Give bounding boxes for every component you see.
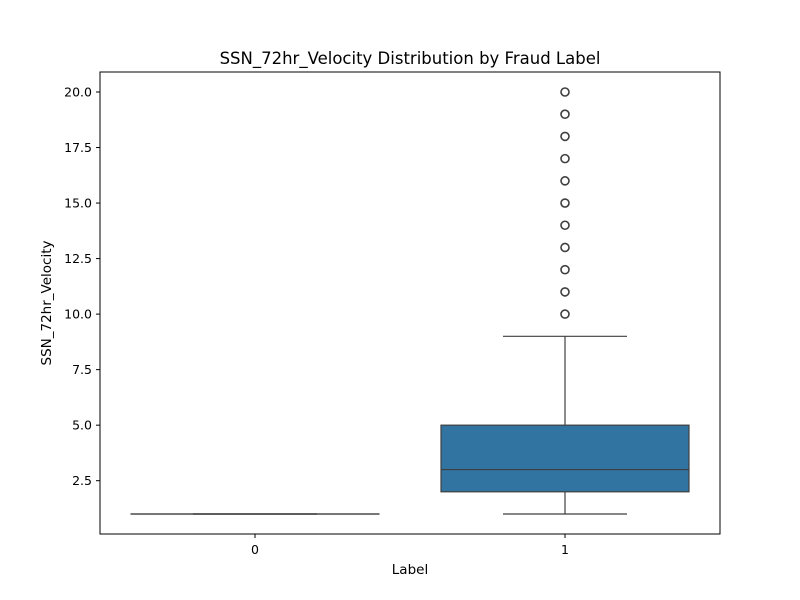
- y-tick-label: 2.5: [72, 473, 92, 488]
- plot-frame: [99, 71, 721, 535]
- chart-title: SSN_72hr_Velocity Distribution by Fraud …: [220, 49, 601, 69]
- y-tick-label: 10.0: [64, 307, 92, 322]
- outlier-point: [560, 87, 570, 97]
- y-tick-label: 5.0: [72, 418, 92, 433]
- y-axis: 2.5 5.0 7.5 10.0 12.5 15.0 17.5 20.0: [64, 84, 100, 488]
- outlier-point: [560, 131, 570, 142]
- outlier-point: [560, 109, 570, 120]
- box-iqr: [440, 424, 690, 493]
- box-group-1: [440, 87, 690, 515]
- outlier-point: [560, 264, 570, 275]
- outlier-point: [560, 198, 570, 208]
- x-tick-label: 0: [251, 542, 259, 557]
- y-tick-label: 15.0: [64, 196, 92, 211]
- outlier-point: [560, 153, 570, 164]
- plot-area: [130, 87, 690, 515]
- y-tick-label: 7.5: [72, 362, 92, 377]
- outlier-point: [560, 287, 570, 297]
- y-axis-label: SSN_72hr_Velocity: [39, 241, 55, 366]
- outlier-point: [560, 309, 570, 319]
- x-axis-label: Label: [392, 562, 428, 578]
- y-tick-label: 20.0: [64, 84, 92, 99]
- y-tick-label: 17.5: [64, 140, 92, 155]
- outlier-point: [560, 176, 570, 186]
- y-tick-label: 12.5: [64, 251, 92, 266]
- outlier-point: [560, 220, 570, 231]
- x-tick-label: 1: [561, 542, 569, 557]
- outlier-point: [560, 242, 570, 253]
